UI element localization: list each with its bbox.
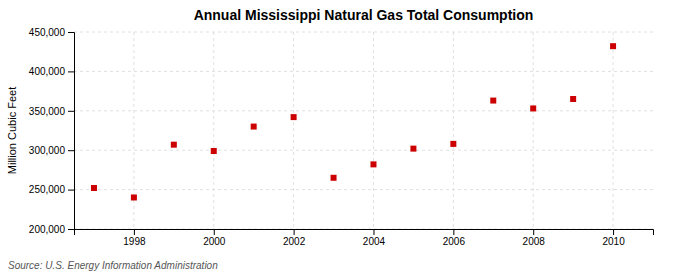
grid-line-x <box>613 32 614 229</box>
tick-label: 2004 <box>363 236 386 247</box>
tick-mark <box>134 229 135 235</box>
y-axis: 200,000 250,000 300,000 350,000 400,000 450,0… <box>29 27 75 235</box>
grid-line-y <box>74 71 653 72</box>
y-axis-label: Million Cubic Feet <box>6 87 18 174</box>
point <box>610 43 616 49</box>
chart: 1998 2000 2002 2004 2006 2008 2010 200,000 250,0… <box>0 0 675 275</box>
point <box>331 175 337 181</box>
tick-label: 1998 <box>123 236 146 247</box>
tick-mark <box>68 150 74 151</box>
tick-mark <box>373 229 374 235</box>
grid-line-y <box>74 189 653 190</box>
tick: 200,000 <box>29 224 74 235</box>
tick-label: 2006 <box>443 236 466 247</box>
tick-mark <box>214 229 215 235</box>
title: Annual Mississippi Natural Gas Total Con… <box>194 7 534 23</box>
tick-mark <box>68 190 74 191</box>
axis-line <box>75 230 654 236</box>
tick-label: 450,000 <box>29 27 66 38</box>
tick-label: 400,000 <box>29 66 66 77</box>
tick-label: 2010 <box>602 236 625 247</box>
tick: 450,000 <box>29 27 74 38</box>
grid-line-x <box>213 32 214 229</box>
tick-label: 2008 <box>523 236 546 247</box>
tick: 2008 <box>523 229 546 247</box>
tick-label: 2002 <box>283 236 306 247</box>
grid-line-y <box>74 110 653 111</box>
tick-label: 250,000 <box>29 184 66 195</box>
tick-mark <box>68 32 74 33</box>
tick-label: 350,000 <box>29 106 66 117</box>
grid-line-x <box>533 32 534 229</box>
plot-area: 1998 2000 2002 2004 2006 2008 2010 200,000 250,0… <box>29 27 654 247</box>
grid-line-x <box>453 32 454 229</box>
point <box>370 161 376 167</box>
point <box>171 142 177 148</box>
x-axis: 1998 2000 2002 2004 2006 2008 2010 <box>75 229 654 247</box>
grid-line-y <box>74 32 653 33</box>
tick: 250,000 <box>29 184 74 195</box>
point <box>570 96 576 102</box>
tick: 300,000 <box>29 145 74 156</box>
point <box>131 194 137 200</box>
point <box>291 114 297 120</box>
tick: 350,000 <box>29 106 74 117</box>
tick: 2002 <box>283 229 306 247</box>
tick-mark <box>613 229 614 235</box>
point <box>410 146 416 152</box>
axis-line <box>68 33 75 230</box>
tick: 2010 <box>602 229 625 247</box>
tick: 400,000 <box>29 66 74 77</box>
tick-label: 300,000 <box>29 145 66 156</box>
point <box>450 141 456 147</box>
tick: 2000 <box>203 229 226 247</box>
point <box>251 124 257 130</box>
grid-line-x <box>373 32 374 229</box>
tick: 1998 <box>123 229 146 247</box>
tick-mark <box>294 229 295 235</box>
source-note: Source: U.S. Energy Information Administ… <box>8 260 218 271</box>
point <box>211 148 217 154</box>
tick-label: 200,000 <box>29 224 66 235</box>
tick: 2004 <box>363 229 386 247</box>
tick-mark <box>68 111 74 112</box>
tick-mark <box>68 229 74 230</box>
tick-mark <box>453 229 454 235</box>
tick-label: 2000 <box>203 236 226 247</box>
grid-line-y <box>74 150 653 151</box>
points <box>91 43 616 200</box>
grid-line-x <box>293 32 294 229</box>
grid <box>74 32 653 229</box>
tick-mark <box>533 229 534 235</box>
tick-mark <box>68 71 74 72</box>
point <box>91 185 97 191</box>
tick: 2006 <box>443 229 466 247</box>
point <box>530 105 536 111</box>
point <box>490 98 496 104</box>
